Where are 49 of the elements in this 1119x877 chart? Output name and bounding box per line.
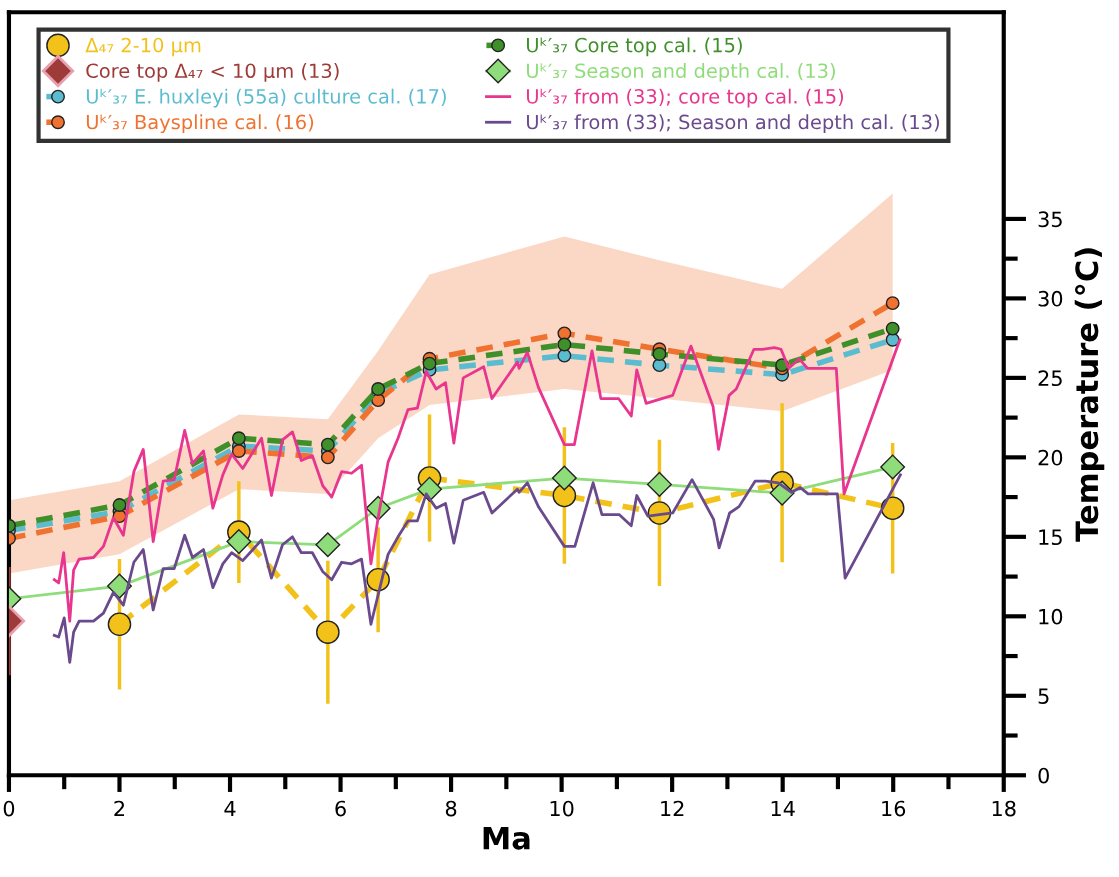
x-tick-label: 12: [661, 800, 684, 817]
point: [885, 296, 900, 311]
legend-label: Uᵏ′₃₇ from (33); core top cal. (15): [527, 88, 844, 108]
point: [422, 356, 437, 371]
x-tick-label: 8: [445, 800, 457, 817]
x-tick-label: 14: [771, 800, 795, 817]
legend-label: Uᵏ′₃₇ Season and depth cal. (13): [527, 63, 835, 82]
legend-label: Uᵏ′₃₇ Bayspline cal. (16): [86, 114, 314, 134]
legend-label: Uᵏ′₃₇ from (33); Season and depth cal. (13): [527, 114, 939, 134]
y-tick-label: 25: [1038, 370, 1062, 387]
y-tick-label: 0: [1038, 767, 1049, 784]
point: [107, 573, 132, 599]
point: [226, 529, 252, 555]
x-tick-label: 2: [114, 800, 125, 817]
x-axis-title: Ma: [483, 826, 530, 850]
point: [880, 454, 906, 480]
legend-label: Core top Δ₄₇ < 10 μm (13): [86, 63, 339, 82]
point: [112, 498, 127, 512]
point: [880, 496, 905, 521]
y-tick-label: 5: [1038, 688, 1049, 704]
x-tick-label: 16: [882, 800, 906, 817]
point: [320, 437, 335, 452]
x-tick-label: 4: [224, 800, 236, 817]
x-tick-label: 0: [3, 800, 15, 817]
point: [107, 612, 132, 637]
point: [231, 444, 246, 458]
y-tick-label: 35: [1038, 211, 1062, 228]
point: [417, 476, 443, 502]
legend-label: Uᵏ′₃₇ Core top cal. (15): [527, 37, 742, 57]
point: [371, 382, 386, 396]
x-tick-label: 18: [992, 800, 1016, 817]
point: [557, 337, 572, 352]
point: [646, 471, 672, 497]
y-tick-label: 30: [1038, 290, 1063, 307]
legend-label: Uᵏ′₃₇ E. huxleyi (55a) culture cal. (17): [86, 88, 446, 108]
x-tick-label: 10: [550, 800, 574, 817]
point: [885, 321, 900, 336]
point: [231, 431, 246, 446]
point: [320, 450, 335, 465]
x-tick-label: 6: [335, 800, 346, 817]
y-tick-label: 10: [1039, 608, 1063, 625]
point: [315, 532, 341, 558]
point: [316, 620, 340, 645]
point: [652, 347, 667, 361]
y-axis-title: Temperature (°C): [1074, 248, 1105, 542]
y-tick-label: 20: [1038, 449, 1063, 466]
legend-label: Δ₄₇ 2-10 μm: [85, 37, 201, 57]
y-tick-label: 15: [1039, 529, 1062, 546]
point: [551, 465, 577, 491]
